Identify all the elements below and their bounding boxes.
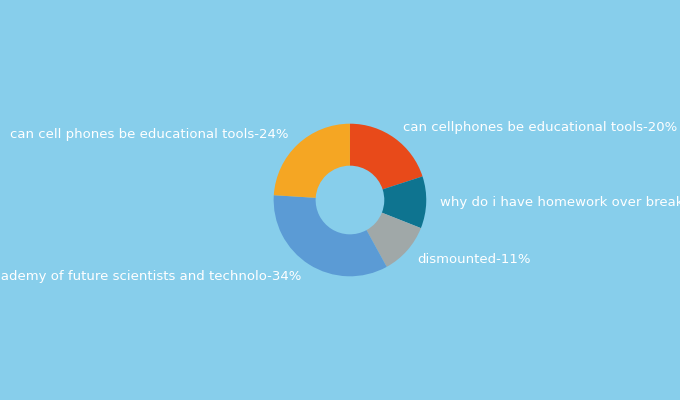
Wedge shape (274, 124, 350, 198)
Text: national academy of future scientists and technolo-34%: national academy of future scientists an… (0, 270, 302, 282)
Text: can cellphones be educational tools-20%: can cellphones be educational tools-20% (403, 121, 677, 134)
Text: why do i have homework over break-11%: why do i have homework over break-11% (440, 196, 680, 209)
Wedge shape (273, 195, 387, 276)
Wedge shape (382, 176, 426, 228)
Wedge shape (350, 124, 422, 189)
Text: dismounted-11%: dismounted-11% (418, 253, 531, 266)
Wedge shape (367, 213, 421, 267)
Text: can cell phones be educational tools-24%: can cell phones be educational tools-24% (10, 128, 288, 141)
